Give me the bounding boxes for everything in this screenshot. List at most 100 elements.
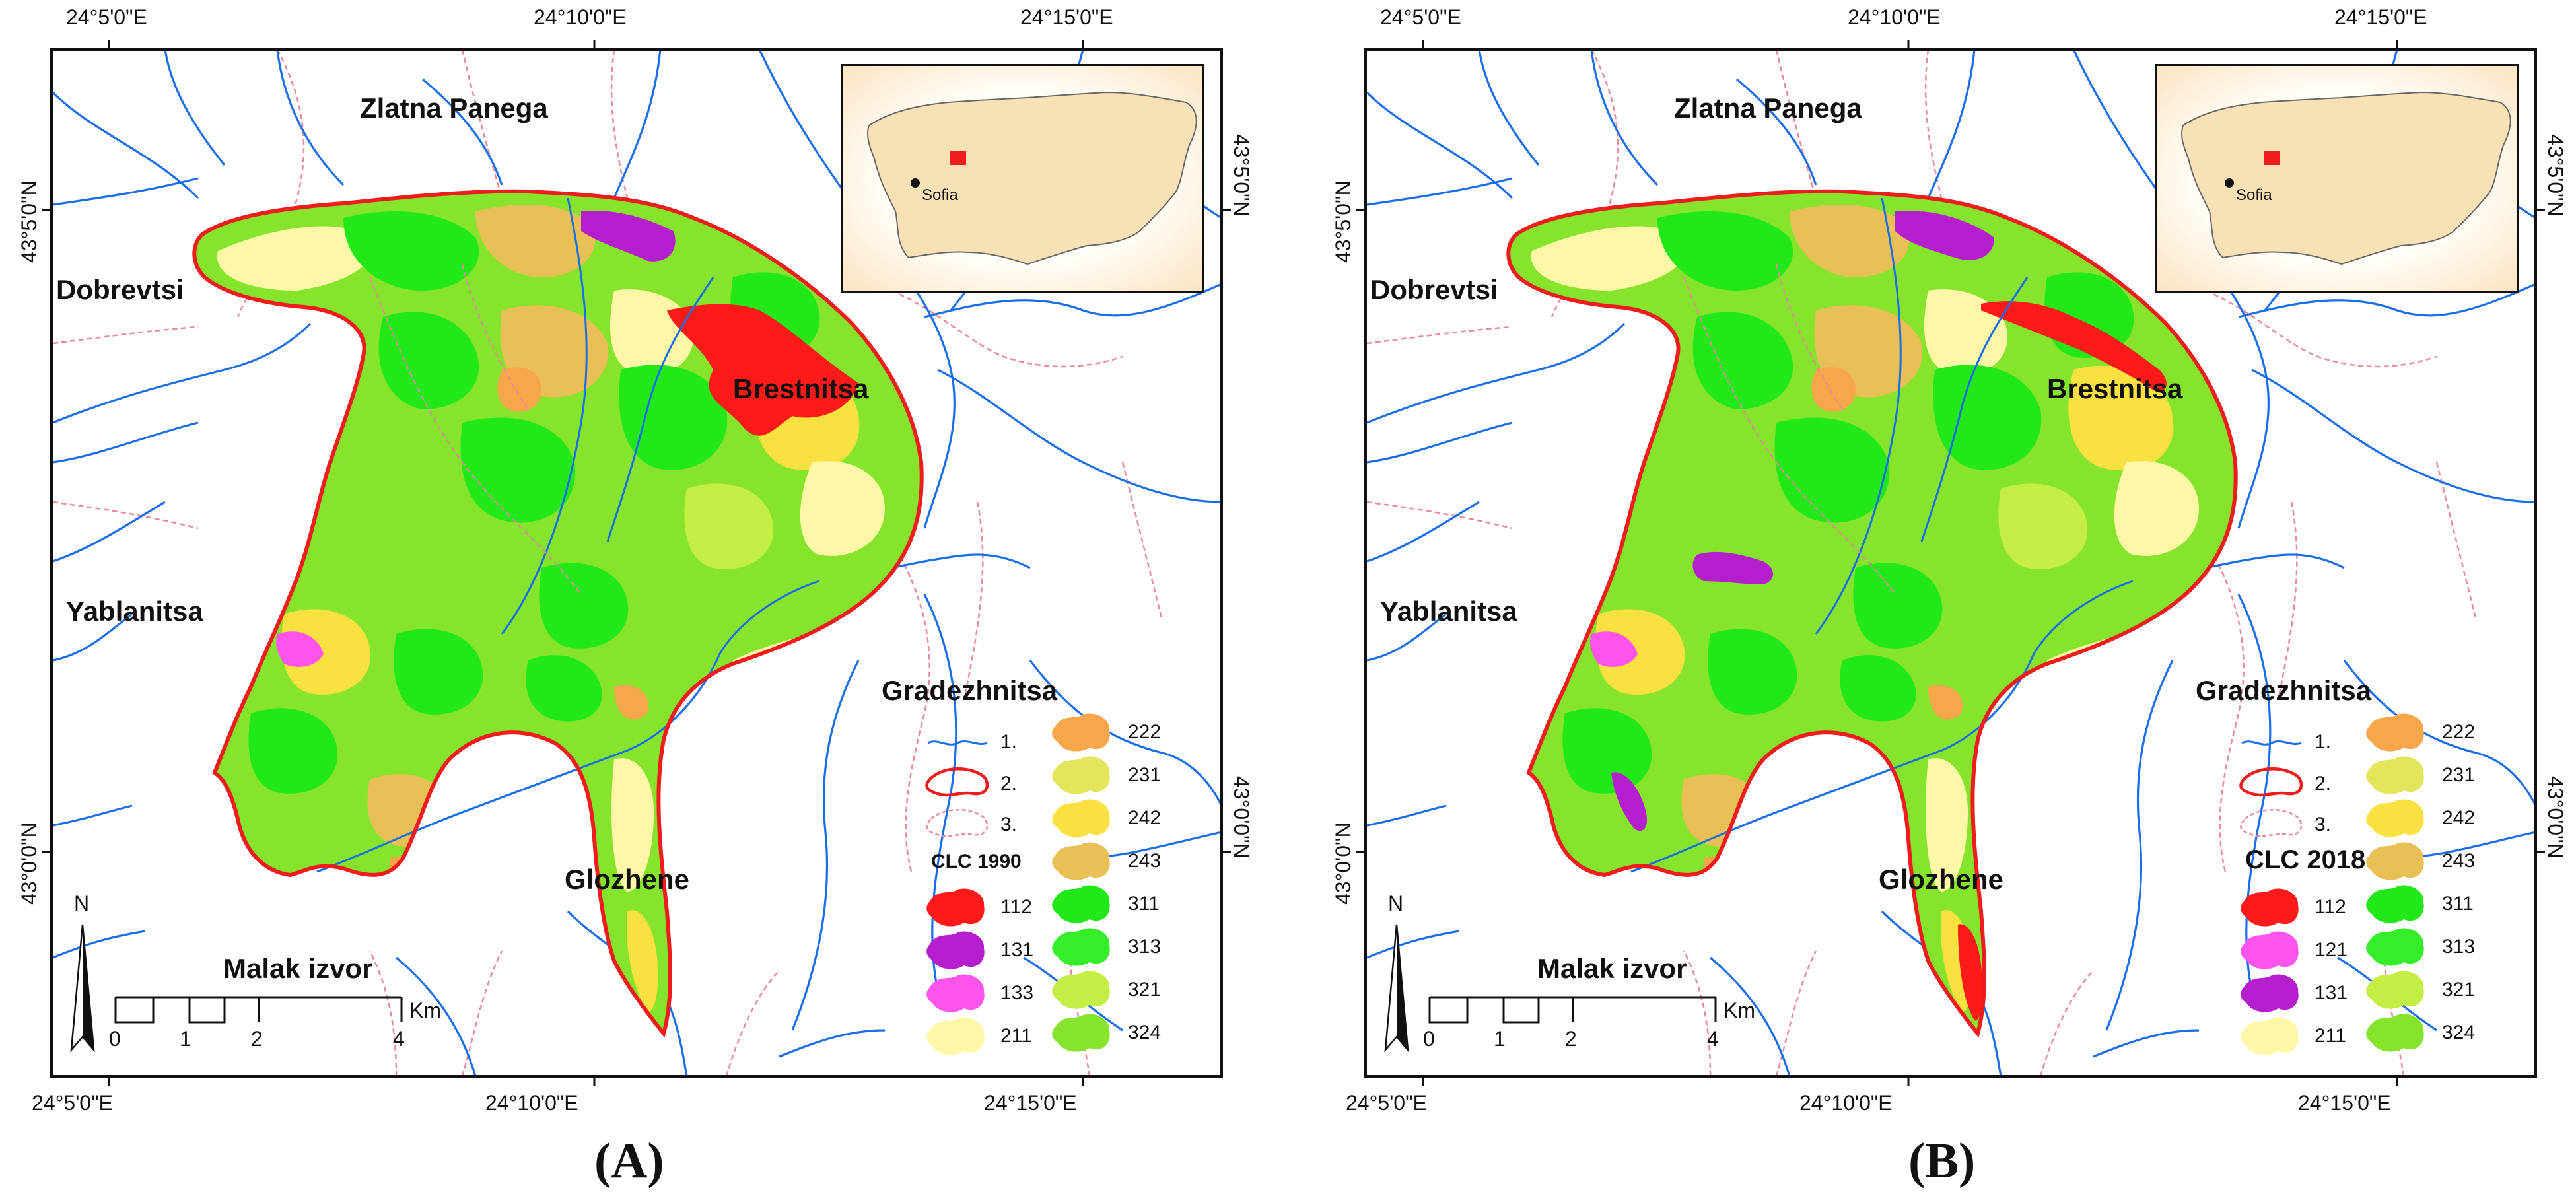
admin-boundary-line: [368, 950, 398, 1076]
land-cover-patch: [1708, 629, 1797, 715]
scale-bar: [114, 996, 403, 1024]
river-line: [924, 283, 1222, 318]
legend-swatch: [2366, 1014, 2424, 1052]
legend-swatch: [2241, 1017, 2299, 1055]
scale-unit-label: Km: [409, 999, 441, 1022]
admin-boundary-line: [2277, 501, 2298, 701]
study-area-boundary: [192, 189, 924, 1038]
admin-boundary-line: [1775, 50, 1817, 199]
legend-code-label: 211: [2315, 1025, 2346, 1047]
legend-code-label: 231: [1128, 764, 1162, 786]
land-cover-patch: [328, 510, 424, 596]
legend-code-label: 222: [1128, 721, 1162, 743]
place-label-zlatna-panega: Zlatna Panega: [360, 92, 548, 123]
legend-swatch: [2366, 756, 2424, 794]
legend-code-label: 222: [2442, 721, 2476, 743]
land-cover-patch: [1692, 312, 1793, 409]
admin-boundary-line: [1775, 950, 1817, 1076]
land-cover-patch: [1853, 563, 1943, 649]
land-cover-patch: [1958, 924, 1982, 1021]
land-cover-patch: [1692, 551, 1773, 584]
river-line: [1478, 50, 1540, 166]
map-panel-b: Sofia 24°5'0"E 24°10'0"E 24°15'0"E 24°5'0"E 2…: [1314, 0, 2576, 1192]
legend-symbol-label: 3.: [1000, 814, 1018, 835]
land-cover-patch: [667, 304, 858, 436]
longitude-label-top: 24°10'0"E: [534, 5, 627, 29]
admin-boundary-line: [461, 263, 529, 410]
legend-swatch: [926, 974, 985, 1012]
river-line: [2237, 594, 2272, 991]
latitude-label-left: 43°5'0"N: [17, 180, 41, 263]
place-label-brestnitsa: Brestnitsa: [2047, 373, 2183, 404]
legend-swatch: [1052, 1014, 1110, 1052]
scale-label: 0: [109, 1027, 121, 1051]
river-line: [1927, 50, 1976, 199]
land-cover-patch: [2068, 365, 2174, 470]
place-label-dobrevtsi: Dobrevtsi: [1370, 274, 1498, 305]
land-cover-patch: [378, 312, 479, 409]
latitude-label-left: 43°0'0"N: [17, 822, 41, 905]
land-cover-patch: [1895, 211, 1994, 260]
river-line: [2251, 368, 2536, 503]
scale-unit-label: Km: [1723, 999, 1755, 1022]
legend-code-label: 112: [1000, 896, 1032, 918]
admin-boundary-line: [2205, 289, 2437, 368]
latitude-label-left: 43°5'0"N: [1331, 180, 1355, 263]
scale-label: 4: [1707, 1027, 1719, 1051]
legend-swatch: [2366, 885, 2424, 923]
legend-symbol-label: 1.: [2315, 731, 2332, 753]
land-cover-patch: [1928, 685, 1963, 720]
inset-map: [867, 91, 1197, 265]
river-line: [2105, 660, 2174, 1031]
river-line: [1709, 956, 1791, 1076]
land-cover-patch: [1981, 301, 2167, 392]
legend: [2239, 713, 2424, 1055]
land-cover-patch: [1657, 211, 1793, 291]
land-cover-patch: [800, 461, 885, 556]
legend-code-label: 243: [1128, 850, 1162, 872]
place-label-glozhene: Glozhene: [565, 864, 690, 895]
land-cover-patch: [217, 226, 372, 291]
legend-swatch: [1052, 928, 1110, 966]
land-cover-patch: [1840, 655, 1916, 722]
city-point-icon: [911, 178, 920, 188]
legend-swatch: [2241, 931, 2299, 969]
scale-label: 2: [251, 1027, 263, 1051]
legend-swatch: [2241, 888, 2299, 927]
admin-boundary-line: [368, 277, 582, 595]
river-line: [52, 930, 146, 959]
latitude-label-right: 43°5'0"N: [1230, 134, 1253, 217]
admin-boundary-line: [2204, 541, 2245, 872]
place-label-glozhene: Glozhene: [1879, 864, 2004, 895]
longitude-label-bottom: 24°15'0"E: [2298, 1091, 2391, 1115]
land-cover-patch: [394, 629, 483, 715]
river-line: [1366, 177, 1513, 206]
land-cover-patch: [1774, 417, 1890, 523]
river-line: [2343, 660, 2536, 806]
place-label-yablanitsa: Yablanitsa: [1380, 596, 1517, 627]
legend-swatch: [2366, 713, 2424, 752]
place-label-gradezhnitsa: Gradezhnitsa: [2196, 675, 2372, 706]
latitude-label-left: 43°0'0"N: [1331, 822, 1355, 905]
river-line: [1029, 660, 1222, 806]
legend-boundary-symbol: [2239, 767, 2303, 797]
panel-caption-letter: A: [611, 1133, 648, 1189]
study-area-boundary: [1506, 189, 2238, 1038]
scale-label: 4: [393, 1027, 405, 1051]
river-line: [52, 322, 312, 424]
legend-code-label: 121: [2315, 939, 2348, 961]
river-line: [791, 660, 860, 1031]
river-line: [1366, 804, 1447, 827]
inset-map-frame: Sofia: [2155, 64, 2519, 293]
admin-boundary-line: [1775, 263, 1843, 410]
legend-swatch: [1052, 885, 1110, 923]
admin-boundary-line: [52, 501, 199, 530]
legend-swatch: [926, 888, 985, 927]
legend-code-label: 311: [2442, 893, 2474, 915]
land-cover-patch: [1790, 205, 1910, 277]
admin-boundary-line: [461, 50, 503, 199]
panel-caption: (A): [594, 1133, 664, 1189]
country-outline: [2181, 91, 2511, 265]
place-label-zlatna-panega: Zlatna Panega: [1674, 92, 1862, 123]
legend-admin-symbol: [2240, 809, 2303, 837]
